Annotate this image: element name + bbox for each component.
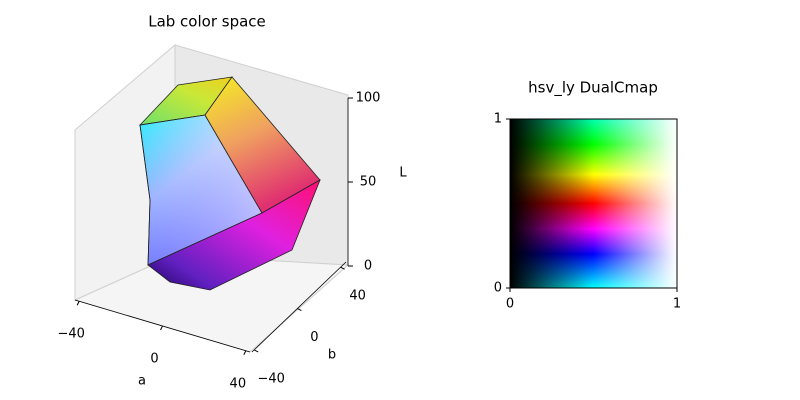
x-tick-label: 1 [673, 297, 681, 312]
y-tick [297, 308, 302, 311]
x-tick-label: 0 [150, 352, 158, 367]
chart-title: Lab color space [148, 13, 266, 31]
x-tick-label: 0 [506, 297, 514, 312]
z-tick-label: 50 [360, 175, 377, 190]
surface-face [147, 179, 321, 291]
y-tick-label: 0 [310, 330, 318, 345]
x-tick-label: 40 [230, 376, 247, 391]
axes-frame [509, 118, 678, 289]
x-tick [160, 325, 163, 331]
y-tick-label: 1 [494, 112, 502, 127]
x-tick [76, 301, 80, 306]
y-axis-label: b [328, 348, 336, 363]
x-axis-label: a [138, 374, 146, 389]
y-tick-label: −40 [257, 371, 284, 386]
z-axis-label: L [399, 166, 407, 181]
y-tick-label: 40 [349, 289, 366, 304]
colormap-image [509, 118, 678, 289]
y-tick [340, 266, 345, 270]
z-tick-label: 100 [356, 91, 381, 106]
x-tick-label: −40 [57, 327, 84, 342]
z-tick-label: 0 [364, 259, 372, 274]
x-tick [243, 350, 247, 355]
y-tick [253, 349, 259, 353]
surface [138, 76, 321, 291]
image-light [510, 119, 677, 288]
chart-title: hsv_ly DualCmap [528, 79, 658, 98]
y-line [251, 261, 347, 353]
y-tick-label: 0 [494, 281, 502, 296]
